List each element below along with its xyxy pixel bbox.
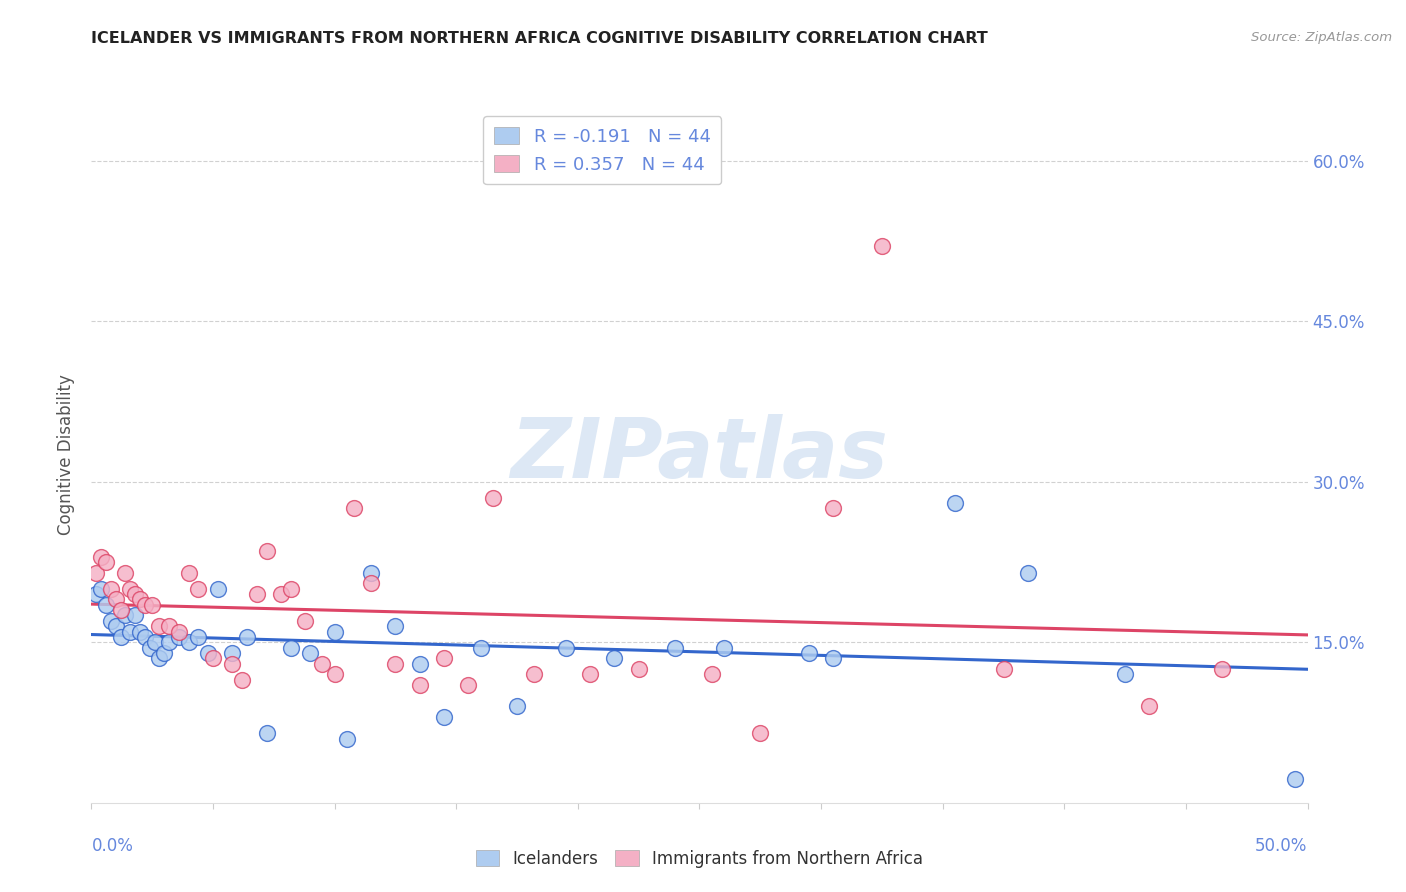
Point xyxy=(221,646,243,660)
Point xyxy=(360,576,382,591)
Point xyxy=(167,630,190,644)
Point xyxy=(506,699,529,714)
Point xyxy=(1284,772,1306,787)
Point xyxy=(114,566,136,580)
Point xyxy=(153,646,176,660)
Point xyxy=(823,651,845,665)
Text: Source: ZipAtlas.com: Source: ZipAtlas.com xyxy=(1251,31,1392,45)
Point xyxy=(157,635,180,649)
Point xyxy=(943,496,966,510)
Point xyxy=(343,501,366,516)
Point xyxy=(100,614,122,628)
Point xyxy=(197,646,219,660)
Point xyxy=(270,587,292,601)
Point xyxy=(823,501,845,516)
Point xyxy=(470,640,492,655)
Point xyxy=(110,603,132,617)
Point xyxy=(280,582,302,596)
Point xyxy=(627,662,650,676)
Point xyxy=(110,630,132,644)
Point xyxy=(256,726,278,740)
Point xyxy=(134,630,156,644)
Point xyxy=(90,549,112,564)
Point xyxy=(177,566,200,580)
Point xyxy=(139,640,162,655)
Point xyxy=(120,624,142,639)
Point xyxy=(409,657,432,671)
Point xyxy=(554,640,576,655)
Point xyxy=(299,646,322,660)
Point xyxy=(120,582,142,596)
Text: ICELANDER VS IMMIGRANTS FROM NORTHERN AFRICA COGNITIVE DISABILITY CORRELATION CH: ICELANDER VS IMMIGRANTS FROM NORTHERN AF… xyxy=(91,31,988,46)
Point xyxy=(1017,566,1039,580)
Point xyxy=(114,608,136,623)
Point xyxy=(870,239,893,253)
Point xyxy=(1211,662,1233,676)
Point xyxy=(603,651,626,665)
Point xyxy=(384,657,406,671)
Point xyxy=(311,657,333,671)
Point xyxy=(143,635,166,649)
Point xyxy=(129,624,152,639)
Point xyxy=(246,587,269,601)
Point xyxy=(221,657,243,671)
Point xyxy=(141,598,163,612)
Point xyxy=(323,624,346,639)
Point xyxy=(148,651,170,665)
Point xyxy=(664,640,686,655)
Point xyxy=(207,582,229,596)
Text: ZIPatlas: ZIPatlas xyxy=(510,415,889,495)
Point xyxy=(187,582,209,596)
Point xyxy=(294,614,316,628)
Point xyxy=(700,667,723,681)
Point xyxy=(256,544,278,558)
Point xyxy=(280,640,302,655)
Point xyxy=(360,566,382,580)
Point xyxy=(323,667,346,681)
Point xyxy=(384,619,406,633)
Y-axis label: Cognitive Disability: Cognitive Disability xyxy=(58,375,76,535)
Point xyxy=(124,608,146,623)
Point xyxy=(157,619,180,633)
Point xyxy=(409,678,432,692)
Legend: Icelanders, Immigrants from Northern Africa: Icelanders, Immigrants from Northern Afr… xyxy=(470,843,929,874)
Point xyxy=(124,587,146,601)
Point xyxy=(713,640,735,655)
Point xyxy=(993,662,1015,676)
Point xyxy=(1114,667,1136,681)
Point xyxy=(104,592,127,607)
Point xyxy=(336,731,359,746)
Point xyxy=(84,566,107,580)
Point xyxy=(94,555,117,569)
Point xyxy=(100,582,122,596)
Point xyxy=(148,619,170,633)
Text: 0.0%: 0.0% xyxy=(91,837,134,855)
Point xyxy=(1139,699,1161,714)
Point xyxy=(202,651,225,665)
Point xyxy=(104,619,127,633)
Point xyxy=(90,582,112,596)
Point xyxy=(167,624,190,639)
Point xyxy=(177,635,200,649)
Point xyxy=(134,598,156,612)
Point xyxy=(187,630,209,644)
Text: 50.0%: 50.0% xyxy=(1256,837,1308,855)
Point xyxy=(797,646,820,660)
Point xyxy=(579,667,602,681)
Point xyxy=(523,667,546,681)
Point xyxy=(433,710,456,724)
Point xyxy=(231,673,253,687)
Point xyxy=(236,630,259,644)
Point xyxy=(129,592,152,607)
Point xyxy=(94,598,117,612)
Point xyxy=(749,726,772,740)
Point xyxy=(457,678,479,692)
Point xyxy=(84,587,107,601)
Point xyxy=(433,651,456,665)
Point xyxy=(481,491,503,505)
